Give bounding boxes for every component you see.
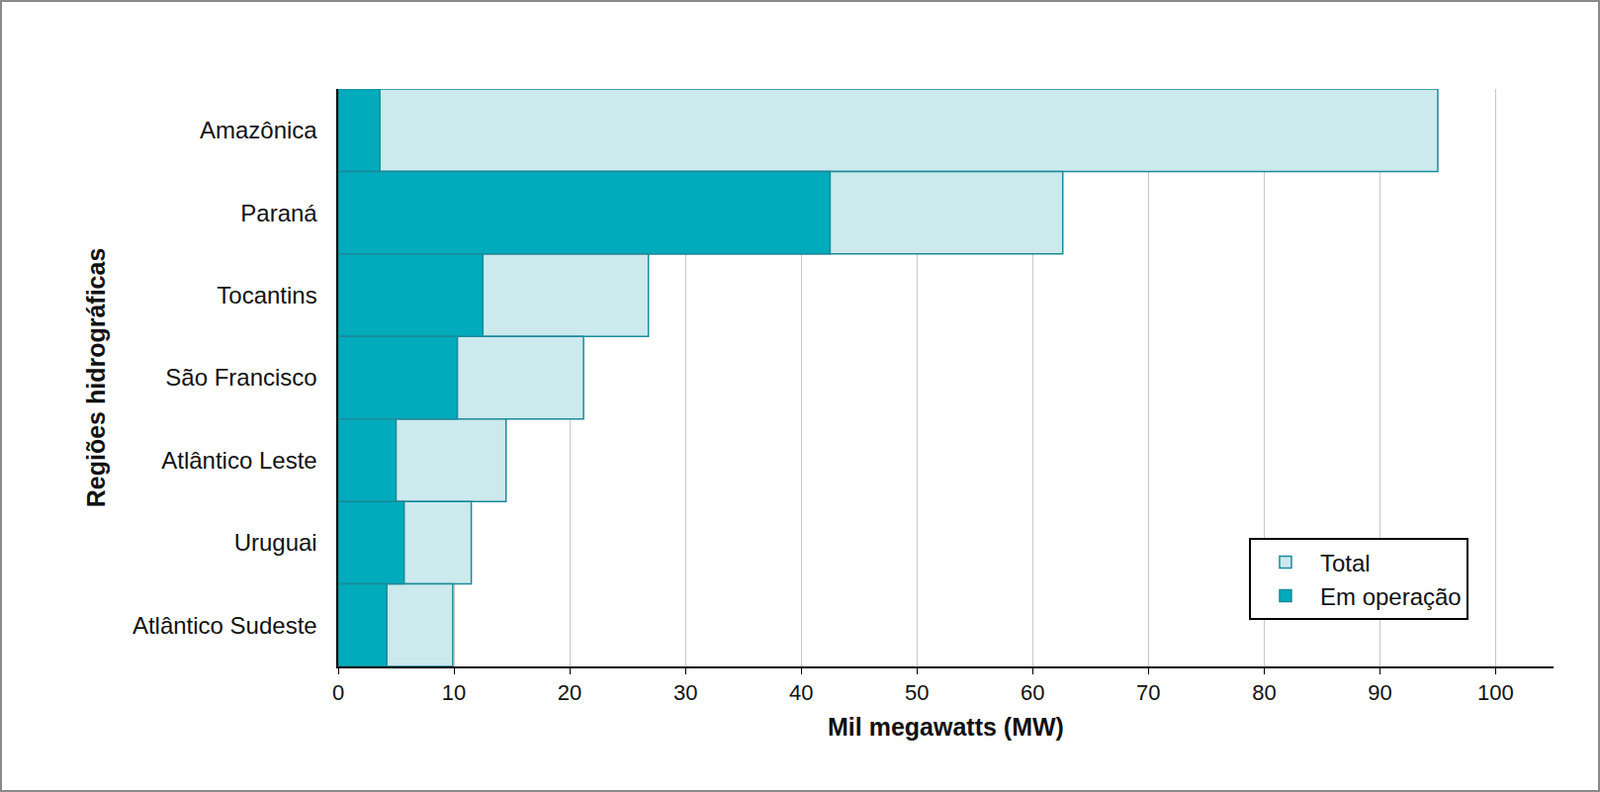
svg-text:70: 70 bbox=[1136, 680, 1160, 706]
svg-text:80: 80 bbox=[1251, 680, 1276, 706]
svg-text:30: 30 bbox=[673, 680, 698, 706]
svg-text:São Francisco: São Francisco bbox=[165, 363, 317, 391]
svg-text:Regiões hidrográficas: Regiões hidrográficas bbox=[82, 248, 110, 509]
svg-text:60: 60 bbox=[1020, 680, 1045, 706]
svg-text:Em operação: Em operação bbox=[1320, 583, 1462, 611]
svg-text:Uruguai: Uruguai bbox=[234, 529, 318, 556]
svg-text:Total: Total bbox=[1320, 549, 1371, 577]
svg-text:10: 10 bbox=[442, 680, 466, 706]
svg-text:Paraná: Paraná bbox=[240, 199, 318, 227]
svg-text:50: 50 bbox=[904, 680, 929, 706]
svg-text:Mil megawatts (MW): Mil megawatts (MW) bbox=[827, 712, 1065, 741]
svg-text:100: 100 bbox=[1477, 680, 1514, 706]
svg-text:Tocantins: Tocantins bbox=[216, 281, 317, 309]
svg-text:20: 20 bbox=[557, 680, 582, 706]
svg-text:90: 90 bbox=[1367, 680, 1392, 706]
svg-text:40: 40 bbox=[789, 680, 813, 706]
svg-text:Atlântico Leste: Atlântico Leste bbox=[161, 446, 317, 474]
svg-text:Atlântico Sudeste: Atlântico Sudeste bbox=[132, 612, 318, 639]
svg-text:Amazônica: Amazônica bbox=[199, 116, 318, 144]
svg-text:0: 0 bbox=[332, 680, 345, 706]
